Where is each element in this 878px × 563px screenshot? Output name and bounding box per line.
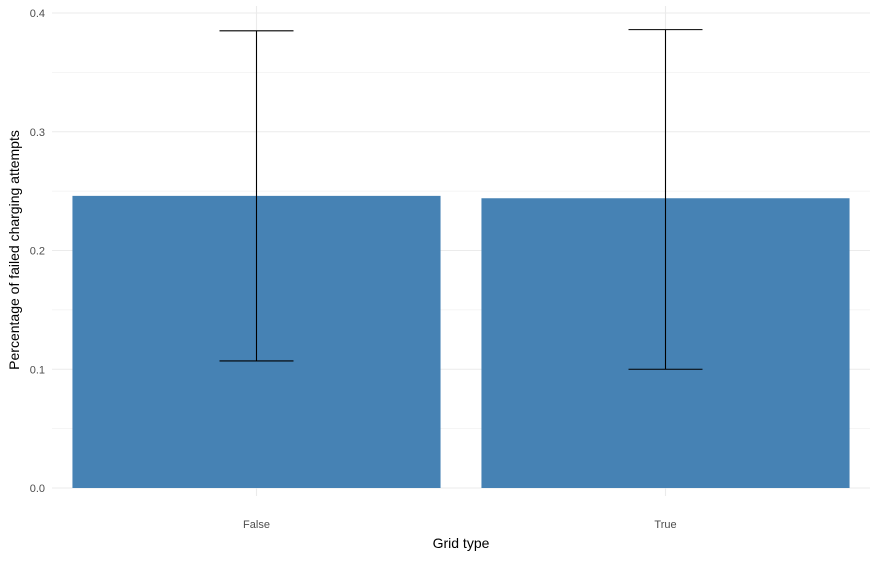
y-tick-label: 0.3 (30, 127, 45, 139)
x-tick-label: True (654, 519, 676, 531)
y-tick-label: 0.4 (30, 8, 45, 20)
bars (72, 195, 850, 488)
x-axis-title: Grid type (433, 535, 490, 551)
y-tick-label: 0.2 (30, 246, 45, 258)
x-tick-labels: False True (243, 519, 677, 531)
x-tick-label: False (243, 519, 270, 531)
error-bars (219, 29, 703, 370)
y-axis-title: Percentage of failed charging attempts (6, 130, 22, 370)
y-tick-labels: 0.0 0.1 0.2 0.3 0.4 (30, 8, 45, 495)
y-tick-label: 0.0 (30, 483, 45, 495)
y-tick-label: 0.1 (30, 364, 45, 376)
